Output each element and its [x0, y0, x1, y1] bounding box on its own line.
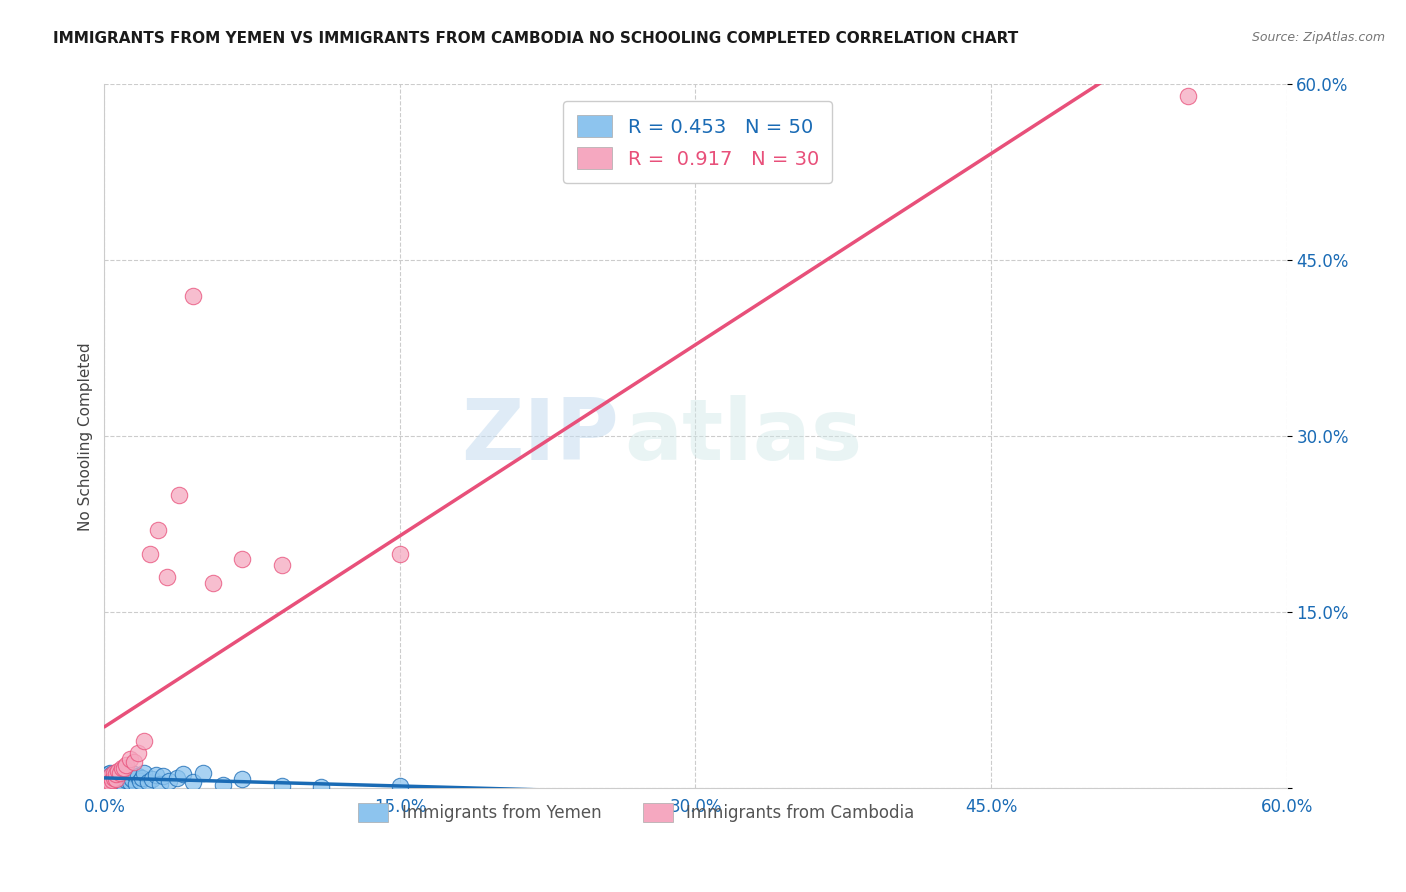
- Point: [96, 775, 118, 789]
- Point: [97, 767, 120, 781]
- Point: [105, 766, 128, 780]
- Point: [101, 767, 124, 781]
- Point: [105, 775, 128, 789]
- Point: [111, 761, 134, 775]
- Text: IMMIGRANTS FROM YEMEN VS IMMIGRANTS FROM CAMBODIA NO SCHOOLING COMPLETED CORRELA: IMMIGRANTS FROM YEMEN VS IMMIGRANTS FROM…: [53, 31, 1019, 46]
- Point: [131, 771, 153, 785]
- Point: [108, 766, 131, 780]
- Point: [118, 775, 141, 789]
- Point: [97, 772, 120, 786]
- Text: atlas: atlas: [624, 395, 863, 478]
- Point: [118, 752, 141, 766]
- Point: [201, 576, 224, 591]
- Point: [128, 774, 150, 789]
- Point: [122, 756, 145, 770]
- Point: [105, 771, 128, 785]
- Point: [103, 776, 125, 790]
- Point: [191, 766, 214, 780]
- Point: [97, 776, 120, 790]
- Point: [270, 779, 292, 793]
- Y-axis label: No Schooling Completed: No Schooling Completed: [79, 342, 93, 531]
- Point: [98, 769, 121, 783]
- Point: [270, 558, 292, 573]
- Point: [107, 769, 129, 783]
- Point: [103, 768, 125, 782]
- Point: [108, 776, 131, 790]
- Point: [121, 772, 143, 786]
- Point: [148, 776, 170, 790]
- Point: [145, 768, 167, 782]
- Text: ZIP: ZIP: [461, 395, 619, 478]
- Point: [96, 775, 118, 789]
- Point: [103, 771, 125, 785]
- Point: [103, 772, 125, 786]
- Point: [157, 774, 180, 789]
- Point: [122, 767, 145, 781]
- Point: [152, 769, 174, 783]
- Point: [105, 772, 128, 786]
- Point: [231, 772, 253, 786]
- Point: [111, 775, 134, 789]
- Point: [96, 769, 118, 783]
- Text: Source: ZipAtlas.com: Source: ZipAtlas.com: [1251, 31, 1385, 45]
- Point: [172, 767, 194, 781]
- Point: [156, 570, 179, 584]
- Point: [101, 771, 124, 785]
- Point: [125, 776, 148, 790]
- Point: [96, 779, 118, 793]
- Point: [98, 772, 121, 787]
- Legend: Immigrants from Yemen, Immigrants from Cambodia: Immigrants from Yemen, Immigrants from C…: [352, 797, 921, 830]
- Point: [108, 768, 131, 782]
- Point: [98, 769, 121, 783]
- Point: [388, 547, 411, 561]
- Point: [97, 772, 120, 786]
- Point: [141, 772, 163, 786]
- Point: [211, 778, 233, 792]
- Point: [112, 767, 135, 781]
- Point: [231, 552, 253, 566]
- Point: [138, 547, 160, 561]
- Point: [97, 778, 120, 792]
- Point: [132, 766, 155, 780]
- Point: [111, 771, 134, 785]
- Point: [136, 775, 159, 789]
- Point: [167, 488, 190, 502]
- Point: [107, 774, 129, 789]
- Point: [132, 734, 155, 748]
- Point: [117, 769, 139, 783]
- Point: [103, 766, 125, 780]
- Point: [127, 746, 149, 760]
- Point: [105, 767, 128, 781]
- Point: [115, 757, 138, 772]
- Point: [112, 761, 135, 775]
- Point: [98, 766, 121, 780]
- Point: [101, 774, 124, 789]
- Point: [112, 778, 135, 792]
- Point: [107, 764, 129, 778]
- Point: [1177, 89, 1199, 103]
- Point: [146, 523, 169, 537]
- Point: [309, 780, 332, 794]
- Point: [388, 779, 411, 793]
- Point: [127, 769, 149, 783]
- Point: [115, 772, 138, 787]
- Point: [98, 775, 121, 789]
- Point: [166, 771, 188, 785]
- Point: [181, 288, 204, 302]
- Point: [181, 775, 204, 789]
- Point: [101, 772, 124, 787]
